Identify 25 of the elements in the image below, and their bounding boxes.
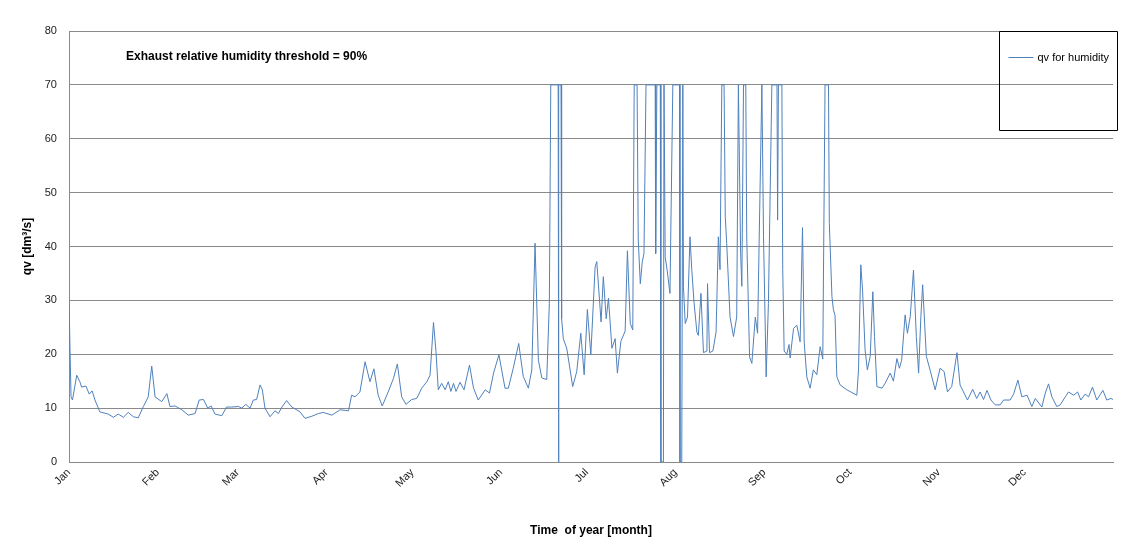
y-axis-title: qv [dm³/s] [19,217,34,276]
x-tick-label: Aug [656,465,679,489]
x-tick-label: Sep [745,465,768,489]
y-tick-label: 0 [50,455,57,468]
x-tick-label: Feb [139,465,162,488]
y-tick-label: 70 [44,77,57,90]
y-tick-label: 40 [44,239,57,252]
y-tick-label: 50 [44,185,57,198]
x-axis-title: Time of year [month] [530,523,652,538]
y-tick-label: 60 [44,131,57,144]
x-tick-label: Apr [309,465,331,487]
annotation: Exhaust relative humidity threshold = 90% [126,49,368,64]
x-tick-label: Jul [571,465,591,485]
x-tick-label: Mar [219,465,242,488]
x-tick-label: Oct [832,465,854,487]
y-tick-label: 10 [44,401,57,414]
x-tick-label: Jan [51,465,73,487]
y-tick-label: 30 [44,293,57,306]
y-tick-label: 80 [44,24,57,37]
x-tick-label: May [392,465,417,489]
y-tick-label: 20 [44,347,57,360]
legend-label: qv for humidity [1037,50,1110,63]
x-tick-label: Dec [1005,465,1029,489]
x-tick-label: Nov [919,465,943,489]
x-tick-label: Jun [483,465,505,487]
